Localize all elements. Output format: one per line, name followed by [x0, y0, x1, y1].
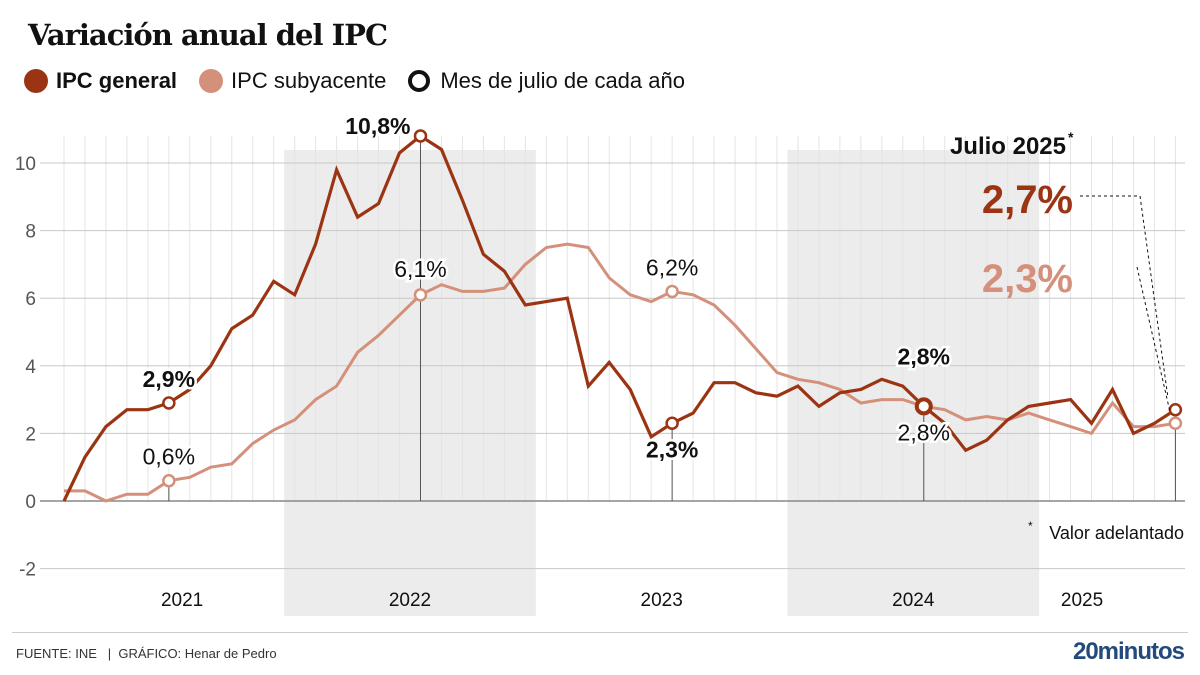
- july-marker-general: [665, 416, 679, 431]
- source-credit: FUENTE: INE | GRÁFICO: Henar de Pedro: [16, 646, 277, 661]
- chart-title: Variación anual del IPC: [28, 18, 388, 52]
- x-tick-label: 2025: [1061, 590, 1103, 611]
- legend-swatch-icon: [24, 69, 48, 93]
- data-label: 2,8%: [898, 343, 950, 369]
- callout-leader-line-subyacente: [1136, 266, 1171, 413]
- series-line-ipc-subyacente: [64, 242, 1176, 503]
- july-marker-subyacente: [665, 284, 679, 299]
- y-tick-label: 0: [25, 492, 36, 513]
- callout-general-value: 2,7%: [982, 178, 1073, 222]
- data-label: 2,3%: [646, 436, 698, 462]
- legend-swatch-icon: [199, 69, 224, 93]
- july-marker-subyacente: [1168, 416, 1183, 431]
- callout-asterisk: *: [1068, 129, 1074, 145]
- brand-logo: 20minutos: [1072, 638, 1185, 665]
- y-tick-label: 10: [15, 154, 36, 175]
- legend: IPC general IPC subyacente Mes de julio …: [24, 68, 707, 94]
- x-tick-label: 2021: [161, 590, 203, 611]
- series-line-ipc-general: [62, 134, 1177, 502]
- data-label: 2,8%: [898, 419, 950, 445]
- year-band-shade: [787, 150, 1040, 616]
- legend-label: IPC subyacente: [231, 68, 387, 93]
- data-label: 6,2%: [646, 254, 698, 280]
- footnote-asterisk: *: [1028, 519, 1033, 533]
- data-label: 6,1%: [394, 256, 446, 282]
- july-marker-general: [1168, 402, 1183, 417]
- july-marker-subyacente: [413, 288, 428, 302]
- x-tick-label: 2023: [641, 590, 683, 611]
- legend-label: IPC general: [56, 68, 178, 93]
- callout-leader-line-general: [1080, 195, 1169, 399]
- july-marker-general: [914, 397, 933, 416]
- footer-divider: [12, 632, 1188, 633]
- y-tick-label: 8: [25, 222, 36, 243]
- legend-item-julio: Mes de julio de cada año: [408, 68, 685, 94]
- july-marker-general: [413, 129, 428, 143]
- x-tick-label: 2024: [892, 590, 935, 611]
- legend-item-ipc-general: IPC general: [24, 68, 177, 94]
- x-tick-label: 2022: [389, 590, 431, 611]
- data-label: 2,9%: [143, 366, 195, 392]
- y-tick-label: -2: [19, 560, 36, 581]
- callout-heading: Julio 2025: [950, 133, 1066, 160]
- year-band-shade: [284, 150, 536, 616]
- y-tick-label: 2: [25, 424, 36, 445]
- data-label: 0,6%: [143, 444, 195, 470]
- ring-marker-icon: [408, 70, 431, 92]
- legend-item-ipc-subyacente: IPC subyacente: [199, 68, 386, 94]
- footnote-text: Valor adelantado: [1049, 523, 1184, 543]
- july-marker-subyacente: [162, 473, 176, 488]
- legend-label: Mes de julio de cada año: [440, 68, 685, 93]
- y-tick-label: 4: [25, 357, 36, 378]
- y-tick-label: 6: [25, 289, 36, 310]
- callout-subyacente-value: 2,3%: [982, 257, 1073, 301]
- data-label: 10,8%: [345, 113, 410, 139]
- july-marker-general: [162, 396, 176, 410]
